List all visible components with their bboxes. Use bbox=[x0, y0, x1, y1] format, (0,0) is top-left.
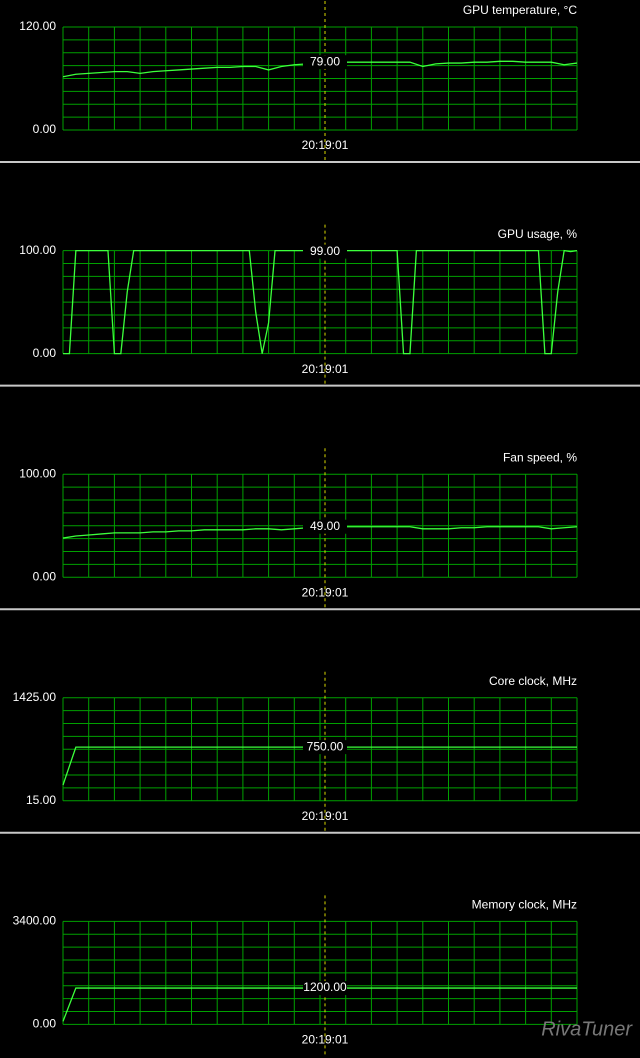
y-tick-label: 0.00 bbox=[33, 1017, 57, 1031]
watermark: RivaTuner bbox=[541, 1018, 633, 1040]
cursor-value: 750.00 bbox=[307, 739, 344, 753]
y-tick-label: 120.00 bbox=[19, 19, 56, 33]
y-tick-label: 100.00 bbox=[19, 243, 56, 257]
y-tick-label: 0.00 bbox=[33, 569, 57, 583]
cursor-value-bg bbox=[303, 740, 347, 755]
panel-title: Memory clock, MHz bbox=[472, 898, 577, 912]
cursor-time: 20:19:01 bbox=[302, 809, 349, 823]
y-tick-label: 3400.00 bbox=[13, 914, 57, 928]
cursor-value-bg bbox=[303, 981, 347, 996]
panel-title: GPU usage, % bbox=[498, 227, 578, 241]
cursor-time: 20:19:01 bbox=[302, 1033, 349, 1047]
y-tick-label: 100.00 bbox=[19, 466, 56, 480]
cursor-value-bg bbox=[303, 519, 347, 534]
cursor-value: 99.00 bbox=[310, 244, 340, 258]
y-tick-label: 1425.00 bbox=[13, 690, 57, 704]
cursor-value: 79.00 bbox=[310, 54, 340, 68]
y-tick-label: 0.00 bbox=[33, 122, 57, 136]
panel-title: GPU temperature, °C bbox=[463, 3, 578, 17]
cursor-value: 1200.00 bbox=[303, 980, 347, 994]
cursor-value-bg bbox=[303, 55, 347, 70]
y-tick-label: 15.00 bbox=[26, 793, 56, 807]
cursor-value: 49.00 bbox=[310, 519, 340, 533]
cursor-time: 20:19:01 bbox=[302, 138, 349, 152]
panel-title: Fan speed, % bbox=[503, 450, 577, 464]
cursor-time: 20:19:01 bbox=[302, 585, 349, 599]
cursor-time: 20:19:01 bbox=[302, 362, 349, 376]
y-tick-label: 0.00 bbox=[33, 346, 57, 360]
panel-title: Core clock, MHz bbox=[489, 674, 577, 688]
cursor-value-bg bbox=[303, 244, 347, 259]
